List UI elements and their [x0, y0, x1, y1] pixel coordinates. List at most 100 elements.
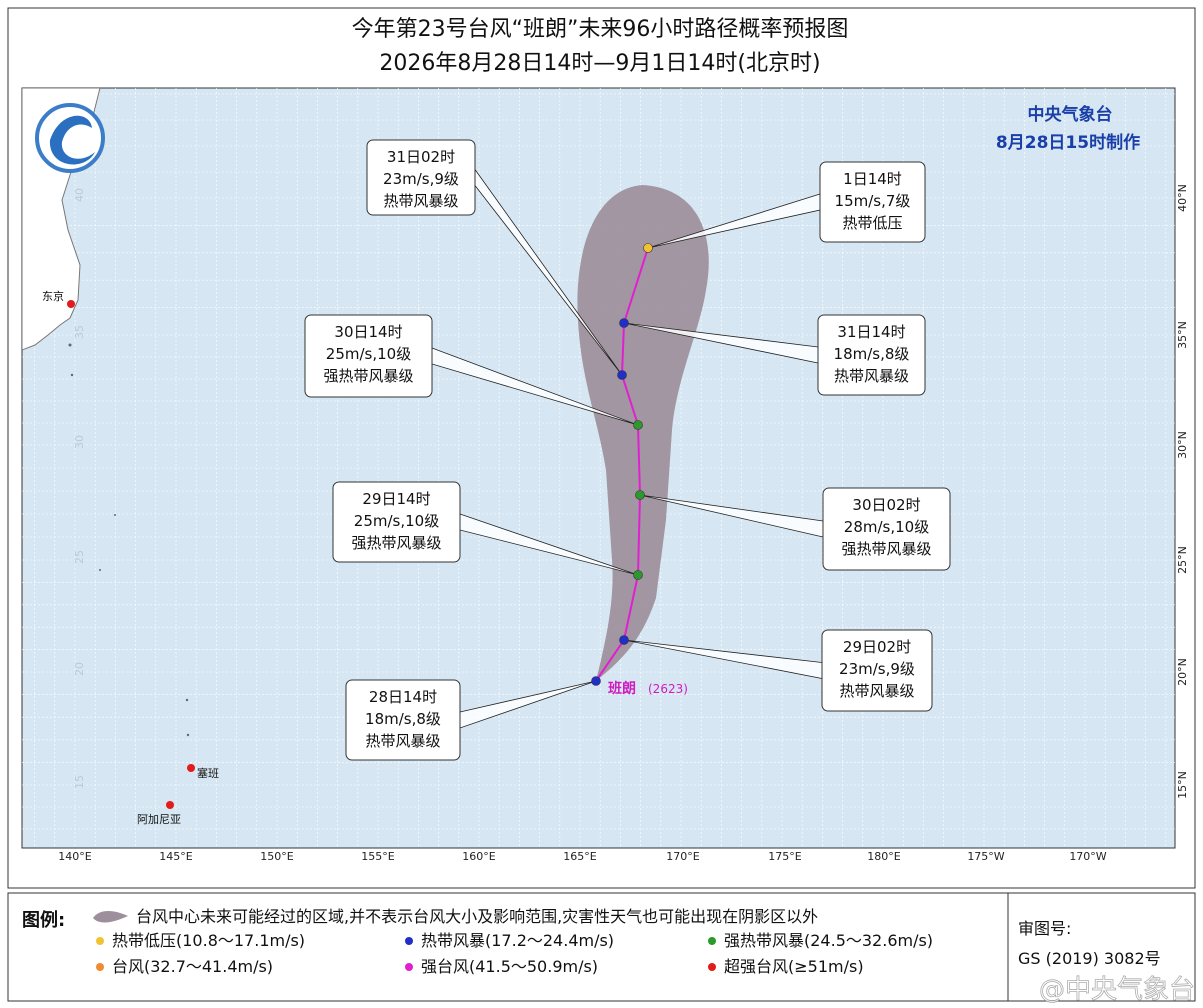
callout-time: 31日14时 — [837, 323, 905, 341]
callout-level: 热带风暴级 — [383, 192, 458, 210]
logo — [35, 103, 105, 173]
callout-box — [817, 314, 926, 396]
inner-lat-label: 15 — [73, 775, 86, 789]
callout-time: 31日02时 — [387, 148, 455, 166]
callout-wind: 18m/s,8级 — [365, 710, 441, 728]
legend-cone-text: 台风中心未来可能经过的区域,并不表示台风大小及影响范围,灾害性天气也可能出现在阴… — [136, 907, 818, 926]
inner-lat-label: 25 — [73, 550, 86, 564]
lat-label: 20°N — [1176, 658, 1189, 686]
callout-box — [304, 314, 433, 398]
typhoon-code: (2623) — [648, 682, 688, 696]
callout-time: 28日14时 — [369, 688, 437, 706]
lon-label: 165°E — [563, 850, 596, 863]
callout-time: 30日14时 — [334, 323, 402, 341]
legend-dot — [405, 937, 413, 945]
callout-wind: 23m/s,9级 — [383, 170, 459, 188]
callout-box — [821, 629, 933, 712]
callout-box — [366, 139, 476, 216]
legend-cone — [93, 911, 128, 923]
place-label: 阿加尼亚 — [137, 813, 181, 826]
legend-dot — [708, 937, 716, 945]
legend-item: 热带风暴(17.2～24.4m/s) — [421, 931, 614, 950]
callout-time: 29日14时 — [362, 490, 430, 508]
track-point — [617, 370, 627, 380]
callout-wind: 28m/s,10级 — [844, 518, 929, 536]
legend-dot — [96, 937, 104, 945]
lon-label: 175°W — [967, 850, 1004, 863]
subtitle: 2026年8月28日14时—9月1日14时(北京时) — [379, 51, 820, 76]
track-point — [619, 635, 629, 645]
lon-label: 145°E — [159, 850, 192, 863]
forecast-track — [595, 247, 649, 682]
callout-wind: 23m/s,9级 — [839, 660, 915, 678]
probability-cone — [577, 185, 709, 681]
callout-level: 强热带风暴级 — [351, 534, 441, 552]
callout-level: 热带风暴级 — [365, 732, 440, 750]
callout-time: 1日14时 — [843, 170, 902, 188]
lat-label: 25°N — [1176, 546, 1189, 574]
typhoon-name: 班朗 — [608, 680, 636, 697]
callouts: 31日02时23m/s,9级热带风暴级1日14时15m/s,7级热带低压30日1… — [304, 139, 951, 761]
lat-label: 15°N — [1176, 771, 1189, 799]
callout-wind: 25m/s,10级 — [354, 512, 439, 530]
lon-label: 155°E — [361, 850, 394, 863]
lon-label: 170°E — [666, 850, 699, 863]
approval-label: 审图号: — [1018, 919, 1071, 938]
lat-label: 30°N — [1176, 431, 1189, 459]
legend-dot — [405, 963, 413, 971]
callout-time: 29日02时 — [843, 638, 911, 656]
agency-name: 中央气象台 — [1028, 104, 1113, 125]
inner-lat-label: 30 — [73, 435, 86, 449]
track-point — [635, 490, 645, 500]
agency-made: 8月28日15时制作 — [996, 132, 1140, 153]
track-point — [619, 318, 629, 328]
approval-code: GS (2019) 3082号 — [1018, 949, 1161, 968]
legend-item: 超强台风(≥51m/s) — [724, 957, 864, 976]
callout-box — [332, 481, 461, 563]
legend-title: 图例: — [22, 909, 65, 931]
track-points — [591, 243, 653, 686]
legend-box — [7, 892, 1196, 1002]
lat-label: 35°N — [1176, 321, 1189, 349]
track-point — [633, 570, 643, 580]
track-point — [643, 243, 653, 253]
places: 东京 塞班 阿加尼亚 — [42, 289, 219, 826]
callout-level: 热带风暴级 — [834, 367, 909, 385]
lon-label: 140°E — [58, 850, 91, 863]
legend-item: 强热带风暴(24.5～32.6m/s) — [724, 931, 933, 950]
legend-item: 热带低压(10.8～17.1m/s) — [112, 931, 305, 950]
callout-time: 30日02时 — [852, 496, 920, 514]
callout-level: 强热带风暴级 — [323, 367, 413, 385]
lon-label: 175°E — [768, 850, 801, 863]
callout-level: 热带低压 — [842, 214, 902, 232]
inner-lat-label: 20 — [73, 662, 86, 676]
inner-lat-label: 40 — [73, 188, 86, 202]
track-point — [591, 676, 601, 686]
place-label: 东京 — [42, 289, 64, 303]
lon-label: 150°E — [260, 850, 293, 863]
lon-label: 180°E — [867, 850, 900, 863]
legend-items: 热带低压(10.8～17.1m/s) 热带风暴(17.2～24.4m/s) 强热带风… — [96, 931, 933, 976]
callout-wind: 25m/s,10级 — [326, 345, 411, 363]
legend-dot — [96, 963, 104, 971]
graticule — [22, 88, 1175, 848]
callout-box — [819, 161, 926, 243]
inner-lat-label: 35 — [73, 325, 86, 339]
place-label: 塞班 — [197, 766, 219, 780]
callout-box — [822, 487, 951, 571]
callout-level: 强热带风暴级 — [841, 540, 931, 558]
lon-label: 160°E — [462, 850, 495, 863]
legend-item: 强台风(41.5～50.9m/s) — [421, 957, 598, 976]
lon-label: 170°W — [1069, 850, 1106, 863]
lat-label: 40°N — [1176, 184, 1189, 212]
title: 今年第23号台风“班朗”未来96小时路径概率预报图 — [352, 17, 849, 42]
callout-wind: 18m/s,8级 — [834, 345, 910, 363]
track-point — [633, 420, 643, 430]
callout-wind: 15m/s,7级 — [835, 192, 911, 210]
legend-item: 台风(32.7～41.4m/s) — [112, 957, 273, 976]
callout-level: 热带风暴级 — [839, 682, 914, 700]
legend-dot — [708, 963, 716, 971]
